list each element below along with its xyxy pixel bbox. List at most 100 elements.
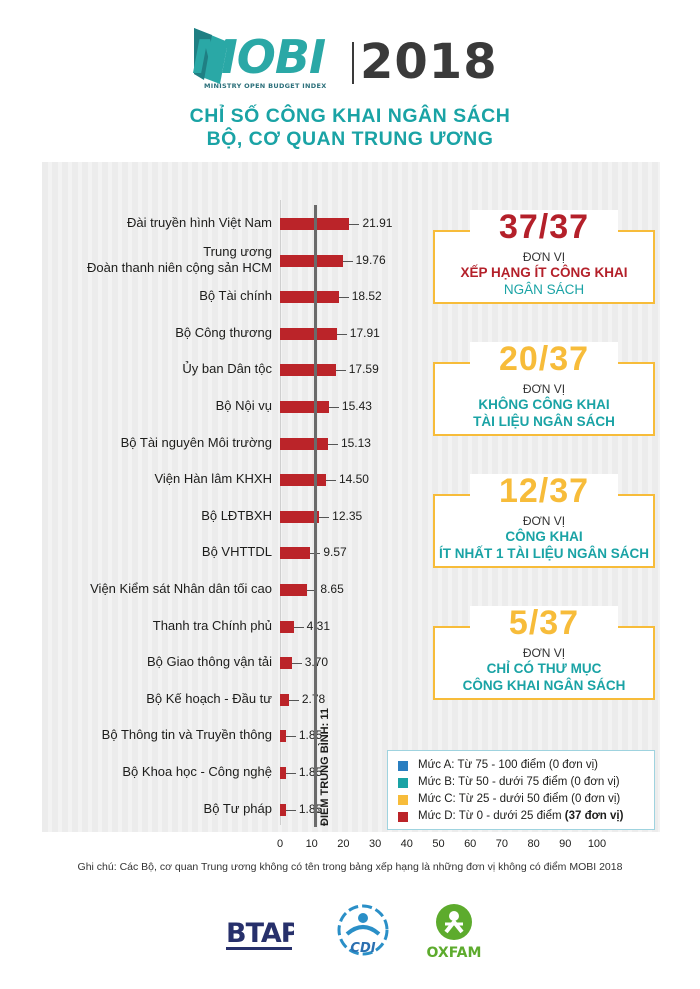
oxfam-logo: OXFAM bbox=[426, 902, 482, 962]
legend-text: Mức D: Từ 0 - dưới 25 điểm (37 đơn vị) bbox=[418, 810, 623, 822]
value-label: 8.65 bbox=[320, 582, 344, 596]
x-tick-label: 60 bbox=[464, 838, 477, 850]
stat-unit: ĐƠN VỊ bbox=[522, 382, 566, 396]
category-label: Bộ Tư pháp bbox=[203, 800, 272, 816]
category-label: Bộ Tài nguyên Môi trường bbox=[120, 434, 272, 450]
legend-bold-text: (37 đơn vị) bbox=[564, 810, 624, 822]
bar-leader bbox=[349, 224, 360, 225]
btap-logo: BTAP bbox=[224, 912, 301, 956]
x-tick-label: 90 bbox=[559, 838, 572, 850]
stat-unit: ĐƠN VỊ bbox=[522, 250, 566, 264]
category-label: Viện Kiểm sát Nhân dân tối cao bbox=[90, 581, 272, 596]
bar-leader bbox=[285, 736, 296, 738]
stat-number-bg bbox=[470, 342, 618, 382]
legend-text-main: Mức D: Từ 0 - dưới 25 điểm bbox=[418, 810, 565, 822]
category-label: Bộ Thông tin và Truyền thông bbox=[101, 727, 272, 743]
value-label: 18.52 bbox=[351, 289, 382, 304]
bar bbox=[280, 327, 337, 340]
legend-swatch bbox=[398, 795, 408, 805]
stat-line-1: CÔNG KHAI bbox=[505, 529, 583, 544]
category-label: Viện Hàn lâm KHXH bbox=[154, 471, 272, 487]
stat-number: 12/37 bbox=[498, 472, 590, 510]
stat-unit: ĐƠN VỊ bbox=[522, 514, 566, 528]
stat-number: 37/37 bbox=[498, 208, 590, 246]
category-label: Bộ Giao thông vận tải bbox=[146, 654, 272, 670]
category-label: Ủy ban Dân tộc bbox=[182, 361, 272, 377]
bar-leader bbox=[327, 443, 338, 445]
value-label: 2.78 bbox=[302, 692, 325, 706]
bar-leader bbox=[291, 663, 302, 665]
bar-leader bbox=[285, 773, 296, 774]
x-tick-label: 10 bbox=[305, 838, 318, 850]
mobi-logo-mark-icon bbox=[194, 28, 228, 84]
bar bbox=[280, 510, 320, 523]
mobi-logo: MOBI MINISTRY OPEN BUDGET INDEX bbox=[190, 28, 350, 90]
bar-leader bbox=[342, 260, 353, 262]
bar bbox=[280, 657, 292, 670]
bar bbox=[280, 730, 286, 743]
x-tick-label: 80 bbox=[527, 838, 540, 850]
stat-line-2: NGÂN SÁCH bbox=[503, 282, 585, 297]
stat-line-1: KHÔNG CÔNG KHAI bbox=[478, 397, 610, 412]
category-label: Trung ương bbox=[203, 243, 272, 259]
category-label: Bộ Nội vụ bbox=[215, 398, 272, 413]
legend-text: Mức A: Từ 75 - 100 điểm (0 đơn vị) bbox=[418, 759, 598, 771]
category-label: Bộ Công thương bbox=[175, 324, 272, 340]
bar bbox=[280, 291, 339, 304]
stat-line-2: TÀI LIỆU NGÂN SÁCH bbox=[473, 414, 615, 429]
mobi-logo-subtitle: MINISTRY OPEN BUDGET INDEX bbox=[204, 82, 327, 90]
value-label: 19.76 bbox=[355, 252, 386, 267]
x-tick-label: 70 bbox=[495, 838, 509, 850]
category-label: Bộ Tài chính bbox=[199, 288, 272, 304]
oxfam-logo-text: OXFAM bbox=[427, 945, 482, 961]
title-line-1: CHỈ SỐ CÔNG KHAI NGÂN SÁCH bbox=[189, 105, 511, 127]
legend-swatch bbox=[398, 812, 408, 822]
category-label: Bộ Khoa học - Công nghệ bbox=[122, 764, 272, 779]
stat-number-bg bbox=[470, 474, 618, 514]
value-label: 12.35 bbox=[332, 508, 363, 523]
value-label: 17.91 bbox=[349, 325, 380, 340]
bar-leader bbox=[325, 480, 336, 482]
value-label: 15.13 bbox=[340, 435, 371, 450]
value-label: 4.31 bbox=[306, 618, 331, 633]
stat-line-2: ÍT NHẤT 1 TÀI LIỆU NGÂN SÁCH bbox=[438, 546, 649, 561]
bar bbox=[280, 803, 286, 816]
legend-swatch bbox=[398, 778, 408, 788]
value-label: 15.43 bbox=[341, 399, 372, 413]
category-label: Bộ VHTTDL bbox=[201, 544, 272, 560]
legend-swatch bbox=[398, 761, 408, 771]
stat-line-1: XẾP HẠNG ÍT CÔNG KHAI bbox=[460, 265, 628, 280]
footnote: Ghi chú: Các Bộ, cơ quan Trung ương khôn… bbox=[77, 861, 623, 873]
bar-leader bbox=[307, 590, 318, 591]
category-label: Đài truyền hình Việt Nam bbox=[127, 215, 272, 230]
stat-line-2: CÔNG KHAI NGÂN SÁCH bbox=[462, 678, 626, 693]
bar-leader bbox=[319, 516, 330, 518]
bar bbox=[280, 767, 286, 779]
bar-leader bbox=[293, 626, 304, 628]
x-tick-label: 0 bbox=[276, 838, 284, 850]
bar-leader bbox=[328, 407, 339, 408]
bar bbox=[280, 584, 308, 596]
bar-leader bbox=[335, 370, 346, 372]
category-label: Thanh tra Chính phủ bbox=[152, 617, 272, 633]
category-label: Đoàn thanh niên cộng sản HCM bbox=[86, 259, 272, 275]
bar bbox=[280, 364, 336, 377]
value-label: 14.50 bbox=[338, 472, 369, 487]
value-label: 9.57 bbox=[323, 545, 347, 560]
year-label: 2018 bbox=[360, 34, 498, 90]
cdi-logo: CDI bbox=[332, 900, 394, 966]
bar-leader bbox=[336, 333, 347, 335]
category-label: Bộ LĐTBXH bbox=[201, 507, 272, 523]
bar-leader bbox=[288, 699, 299, 701]
average-line bbox=[313, 205, 317, 827]
value-label: 21.91 bbox=[362, 216, 393, 230]
bar bbox=[280, 620, 294, 633]
x-tick-label: 50 bbox=[432, 838, 445, 850]
x-tick-label: 40 bbox=[400, 838, 413, 850]
stat-unit: ĐƠN VỊ bbox=[522, 646, 566, 660]
x-tick-label: 100 bbox=[587, 838, 607, 850]
bar bbox=[280, 547, 311, 560]
title-line-2: BỘ, CƠ QUAN TRUNG ƯƠNG bbox=[206, 128, 494, 150]
bar bbox=[280, 254, 343, 267]
bar bbox=[280, 693, 289, 706]
